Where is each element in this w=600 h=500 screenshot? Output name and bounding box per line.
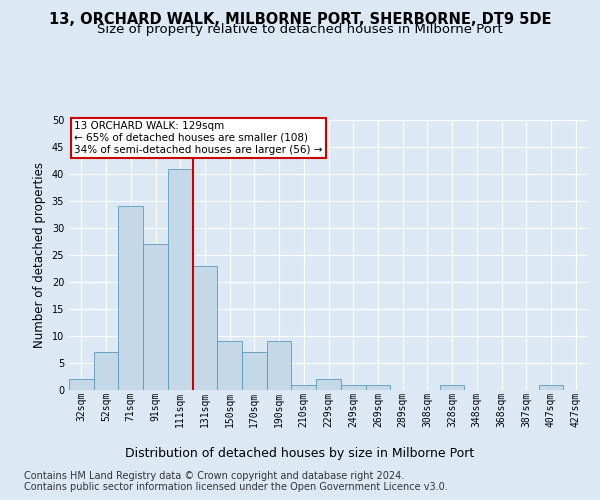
Bar <box>242 352 267 390</box>
Y-axis label: Number of detached properties: Number of detached properties <box>33 162 46 348</box>
Bar <box>217 342 242 390</box>
Bar <box>94 352 118 390</box>
Bar <box>118 206 143 390</box>
Bar <box>539 384 563 390</box>
Bar <box>365 384 390 390</box>
Text: 13 ORCHARD WALK: 129sqm
← 65% of detached houses are smaller (108)
34% of semi-d: 13 ORCHARD WALK: 129sqm ← 65% of detache… <box>74 122 323 154</box>
Bar <box>316 379 341 390</box>
Bar <box>267 342 292 390</box>
Text: Contains public sector information licensed under the Open Government Licence v3: Contains public sector information licen… <box>24 482 448 492</box>
Bar <box>69 379 94 390</box>
Text: Size of property relative to detached houses in Milborne Port: Size of property relative to detached ho… <box>97 24 503 36</box>
Bar <box>440 384 464 390</box>
Text: Distribution of detached houses by size in Milborne Port: Distribution of detached houses by size … <box>125 448 475 460</box>
Text: Contains HM Land Registry data © Crown copyright and database right 2024.: Contains HM Land Registry data © Crown c… <box>24 471 404 481</box>
Bar <box>168 168 193 390</box>
Text: 13, ORCHARD WALK, MILBORNE PORT, SHERBORNE, DT9 5DE: 13, ORCHARD WALK, MILBORNE PORT, SHERBOR… <box>49 12 551 28</box>
Bar <box>143 244 168 390</box>
Bar <box>193 266 217 390</box>
Bar <box>292 384 316 390</box>
Bar <box>341 384 365 390</box>
